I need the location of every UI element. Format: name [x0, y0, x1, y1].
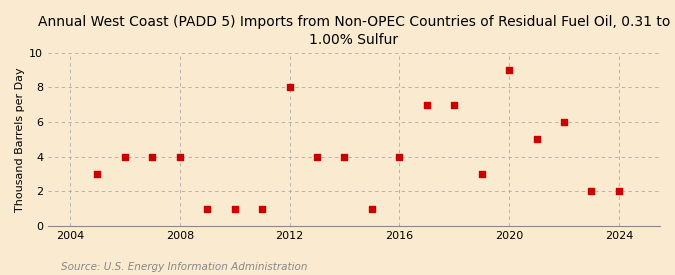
Point [147, 155, 158, 159]
Point [367, 206, 377, 211]
Point [449, 103, 460, 107]
Point [92, 172, 103, 176]
Point [339, 155, 350, 159]
Point [119, 155, 130, 159]
Point [558, 120, 569, 124]
Y-axis label: Thousand Barrels per Day: Thousand Barrels per Day [15, 67, 25, 212]
Point [614, 189, 624, 193]
Point [174, 155, 185, 159]
Title: Annual West Coast (PADD 5) Imports from Non-OPEC Countries of Residual Fuel Oil,: Annual West Coast (PADD 5) Imports from … [38, 15, 670, 47]
Point [256, 206, 267, 211]
Point [531, 137, 542, 142]
Point [586, 189, 597, 193]
Text: Source: U.S. Energy Information Administration: Source: U.S. Energy Information Administ… [61, 262, 307, 272]
Point [477, 172, 487, 176]
Point [284, 85, 295, 90]
Point [504, 68, 514, 72]
Point [230, 206, 240, 211]
Point [421, 103, 432, 107]
Point [394, 155, 405, 159]
Point [312, 155, 323, 159]
Point [202, 206, 213, 211]
